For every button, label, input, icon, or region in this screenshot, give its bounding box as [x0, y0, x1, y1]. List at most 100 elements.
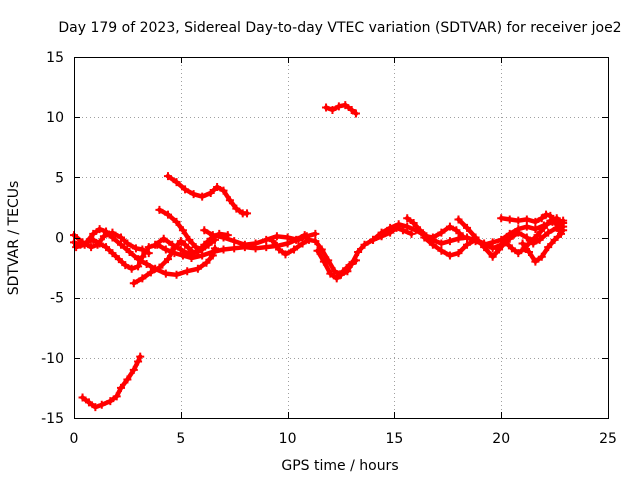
data-point — [202, 258, 211, 267]
data-point — [219, 233, 228, 242]
data-point — [134, 255, 143, 264]
data-point — [134, 262, 143, 271]
data-point — [341, 101, 350, 110]
data-point — [97, 400, 106, 409]
data-point — [232, 204, 241, 213]
data-point — [108, 249, 117, 258]
data-point — [198, 245, 207, 254]
data-point — [200, 226, 209, 235]
data-point — [251, 239, 260, 248]
data-point — [183, 267, 192, 276]
data-point — [334, 102, 343, 111]
data-point — [539, 223, 548, 232]
data-point — [326, 269, 335, 278]
data-point — [505, 215, 514, 224]
data-point — [93, 240, 102, 249]
data-point — [283, 233, 292, 242]
data-point — [445, 237, 454, 246]
data-point — [527, 237, 536, 246]
x-axis-label: GPS time / hours — [281, 458, 398, 474]
series-track-14 — [404, 215, 466, 240]
data-point — [144, 249, 153, 258]
data-point — [72, 243, 81, 252]
data-point — [514, 249, 523, 258]
data-point — [230, 237, 239, 246]
data-point — [129, 365, 138, 374]
data-point — [272, 232, 281, 241]
data-point — [313, 246, 322, 255]
data-point — [163, 210, 172, 219]
data-point — [531, 257, 540, 266]
data-point — [559, 216, 568, 225]
data-point — [155, 263, 164, 272]
data-point — [219, 245, 228, 254]
data-point — [225, 196, 234, 205]
data-point — [262, 243, 271, 252]
data-point — [125, 247, 134, 256]
data-point — [535, 235, 544, 244]
data-point — [178, 226, 187, 235]
data-point — [347, 105, 356, 114]
x-tick-label: 15 — [385, 431, 403, 447]
data-point — [298, 239, 307, 248]
data-point — [403, 222, 412, 231]
data-point — [505, 234, 514, 243]
data-point — [354, 247, 363, 256]
x-tick-label: 5 — [176, 431, 185, 447]
data-point — [198, 192, 207, 201]
data-point — [452, 226, 461, 235]
data-point — [403, 214, 412, 223]
data-point — [522, 233, 531, 242]
data-point — [351, 256, 360, 265]
y-tick-label: -15 — [41, 411, 64, 427]
data-point — [116, 383, 125, 392]
data-point — [454, 249, 463, 258]
data-point — [537, 214, 546, 223]
data-point — [311, 229, 320, 238]
data-point — [409, 219, 418, 228]
data-point — [176, 245, 185, 254]
data-point — [501, 238, 510, 247]
data-point — [84, 398, 93, 407]
data-point — [181, 185, 190, 194]
data-point — [181, 240, 190, 249]
data-point — [394, 220, 403, 229]
data-point — [332, 274, 341, 283]
y-tick-label: -5 — [50, 291, 64, 307]
data-point — [172, 217, 181, 226]
data-point — [377, 228, 386, 237]
data-point — [142, 259, 151, 268]
data-point — [420, 233, 429, 242]
data-point — [290, 245, 299, 254]
data-point — [108, 233, 117, 242]
data-point — [106, 397, 115, 406]
data-point — [121, 261, 130, 270]
data-point — [507, 244, 516, 253]
data-point — [518, 239, 527, 248]
x-tick-label: 25 — [599, 431, 617, 447]
data-point — [189, 190, 198, 199]
data-point — [369, 235, 378, 244]
data-point — [437, 246, 446, 255]
chart-title: Day 179 of 2023, Sidereal Day-to-day VTE… — [58, 20, 621, 36]
data-point — [208, 231, 217, 240]
data-point — [80, 240, 89, 249]
data-point — [557, 229, 566, 238]
y-axis-label: SDTVAR / TECUs — [6, 181, 22, 296]
data-point — [531, 225, 540, 234]
data-point — [161, 245, 170, 254]
data-point — [330, 267, 339, 276]
data-point — [537, 252, 546, 261]
data-point — [471, 233, 480, 242]
data-point — [102, 243, 111, 252]
data-point — [114, 255, 123, 264]
data-point — [112, 392, 121, 401]
data-point — [131, 244, 140, 253]
data-point — [78, 393, 87, 402]
data-point — [123, 239, 132, 248]
data-point — [437, 228, 446, 237]
data-point — [463, 223, 472, 232]
data-point — [488, 244, 497, 253]
data-point — [531, 217, 540, 226]
